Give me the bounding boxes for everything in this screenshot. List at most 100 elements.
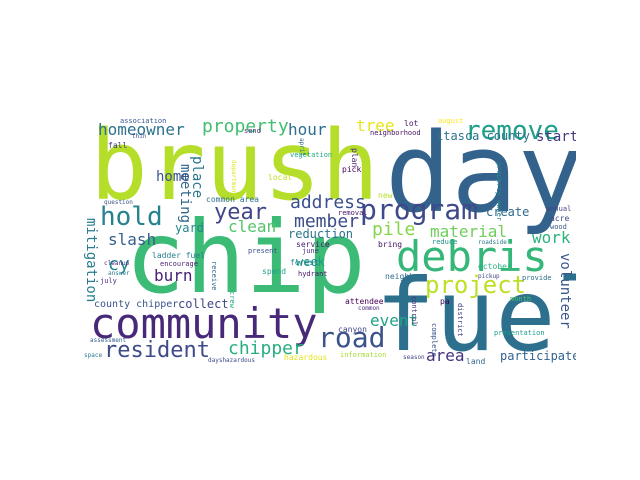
word-bring: bring: [378, 240, 403, 249]
word-event: event: [370, 311, 419, 330]
word-presentation: presentation: [494, 329, 545, 337]
word-neighborhood: neighborhood: [370, 129, 421, 137]
word-member: member: [294, 211, 360, 232]
word-april: april: [298, 138, 305, 157]
word-volunteer: volunteer: [557, 253, 573, 329]
word-canyon: canyon: [338, 325, 367, 334]
word-clean: clean: [228, 217, 277, 236]
word-assessment: assessment: [90, 337, 127, 344]
word-area: area: [426, 346, 465, 365]
word-local: local: [268, 173, 293, 182]
word-space: space: [84, 352, 103, 359]
word-july: july: [100, 277, 117, 285]
word-crew: crew: [228, 291, 236, 308]
word-year: year: [214, 200, 267, 225]
word-place: place: [189, 156, 205, 199]
word-encourage: encourage: [160, 260, 198, 268]
word-material: material: [430, 222, 508, 241]
word-chipper: chipper: [228, 338, 304, 359]
word-property: property: [202, 118, 289, 137]
word-homeowner: homeowner: [98, 120, 185, 139]
word-debris: debris: [396, 232, 548, 281]
word-meeting: meeting: [177, 164, 193, 224]
word-cleanup: cleanup: [104, 260, 130, 267]
word-present: present: [248, 247, 278, 255]
word-home: home: [156, 169, 190, 185]
word-service: service: [296, 240, 330, 249]
word-week: week: [296, 255, 325, 269]
word-spend: spend: [262, 267, 287, 276]
word-season: season: [403, 354, 425, 361]
word-start: start: [536, 129, 576, 145]
word-vegetation: vegetation: [290, 151, 333, 159]
word-project: project: [425, 271, 527, 299]
word-pile: pile: [372, 219, 416, 240]
word-address: address: [290, 192, 366, 213]
word-pa: pa: [440, 297, 450, 306]
word-mitigation: mitigation: [83, 218, 99, 303]
word-reduction: reduction: [288, 227, 354, 241]
word-dayshazardous: dayshazardous: [208, 357, 255, 364]
word-plan: plan: [350, 148, 359, 168]
word-fall: fall: [108, 141, 128, 150]
word-hold: hold: [100, 202, 163, 232]
word-acre: acre: [550, 214, 570, 223]
word-roadside: roadside: [478, 239, 507, 246]
word-information: information: [340, 351, 387, 359]
word-department: department: [230, 160, 237, 197]
word-thin: thin: [132, 133, 147, 140]
word-annual: annual: [546, 205, 572, 213]
word-fuel: fuel: [375, 257, 576, 368]
word-chip: chip: [125, 199, 366, 316]
word-lot: lot: [404, 119, 419, 128]
word-new: new: [378, 191, 393, 200]
word-association: association: [120, 118, 167, 125]
word-land: land: [466, 357, 486, 366]
word-cy: cy: [108, 254, 130, 275]
word-attendee: attendee: [345, 297, 384, 306]
word-pickup: pickup: [478, 273, 500, 280]
word-road: road: [318, 321, 386, 354]
word-participate: participate: [500, 349, 576, 363]
word-hour: hour: [288, 120, 327, 139]
word-pick: pick: [342, 165, 362, 174]
word-common: common: [358, 305, 380, 312]
word-cloud: brushdaychipfuelcommunitydebrisprogramre…: [80, 118, 576, 368]
word-question: question: [104, 199, 133, 206]
word-august: august: [438, 118, 464, 125]
word-resident: resident: [104, 338, 210, 363]
word-answer: answer: [108, 270, 130, 277]
word-removal: removal: [338, 209, 368, 217]
word-ladder-fuel: ladder fuel: [152, 251, 205, 260]
word-itasca-county: itasca county: [436, 129, 530, 143]
word-work: work: [532, 228, 571, 247]
word-create: create: [486, 205, 530, 219]
word-neighbor: neighbor: [385, 272, 424, 281]
word-send: send: [244, 127, 261, 135]
word-county-chipper: county chipper: [94, 299, 179, 310]
word-community: community: [90, 299, 318, 348]
word-hazardous: hazardous: [284, 353, 328, 362]
word-common-area: common area: [206, 195, 259, 204]
word-brush: brush: [90, 118, 379, 222]
word-tree: tree: [356, 118, 395, 135]
word-program: program: [360, 193, 479, 226]
word-month: month: [510, 295, 532, 303]
word-complete: complete: [430, 323, 438, 357]
word-burn: burn: [154, 266, 193, 285]
word-wood: wood: [550, 223, 567, 231]
word-forest: forest: [290, 258, 319, 267]
word-district: district: [456, 303, 464, 337]
word-yard: yard: [175, 221, 204, 235]
word-hydrant: hydrant: [298, 270, 328, 278]
word-provide: provide: [522, 274, 552, 282]
word-slash: slash: [108, 230, 157, 249]
word-june: june: [302, 247, 319, 255]
word-reduce: reduce: [432, 238, 458, 246]
word-property-owner: property owner: [495, 162, 503, 222]
word-remove: remove: [465, 118, 559, 146]
word-receive: receive: [210, 261, 218, 291]
word-october: october: [478, 262, 512, 271]
word-collect: collect: [178, 297, 229, 311]
word-control: control: [410, 296, 418, 326]
